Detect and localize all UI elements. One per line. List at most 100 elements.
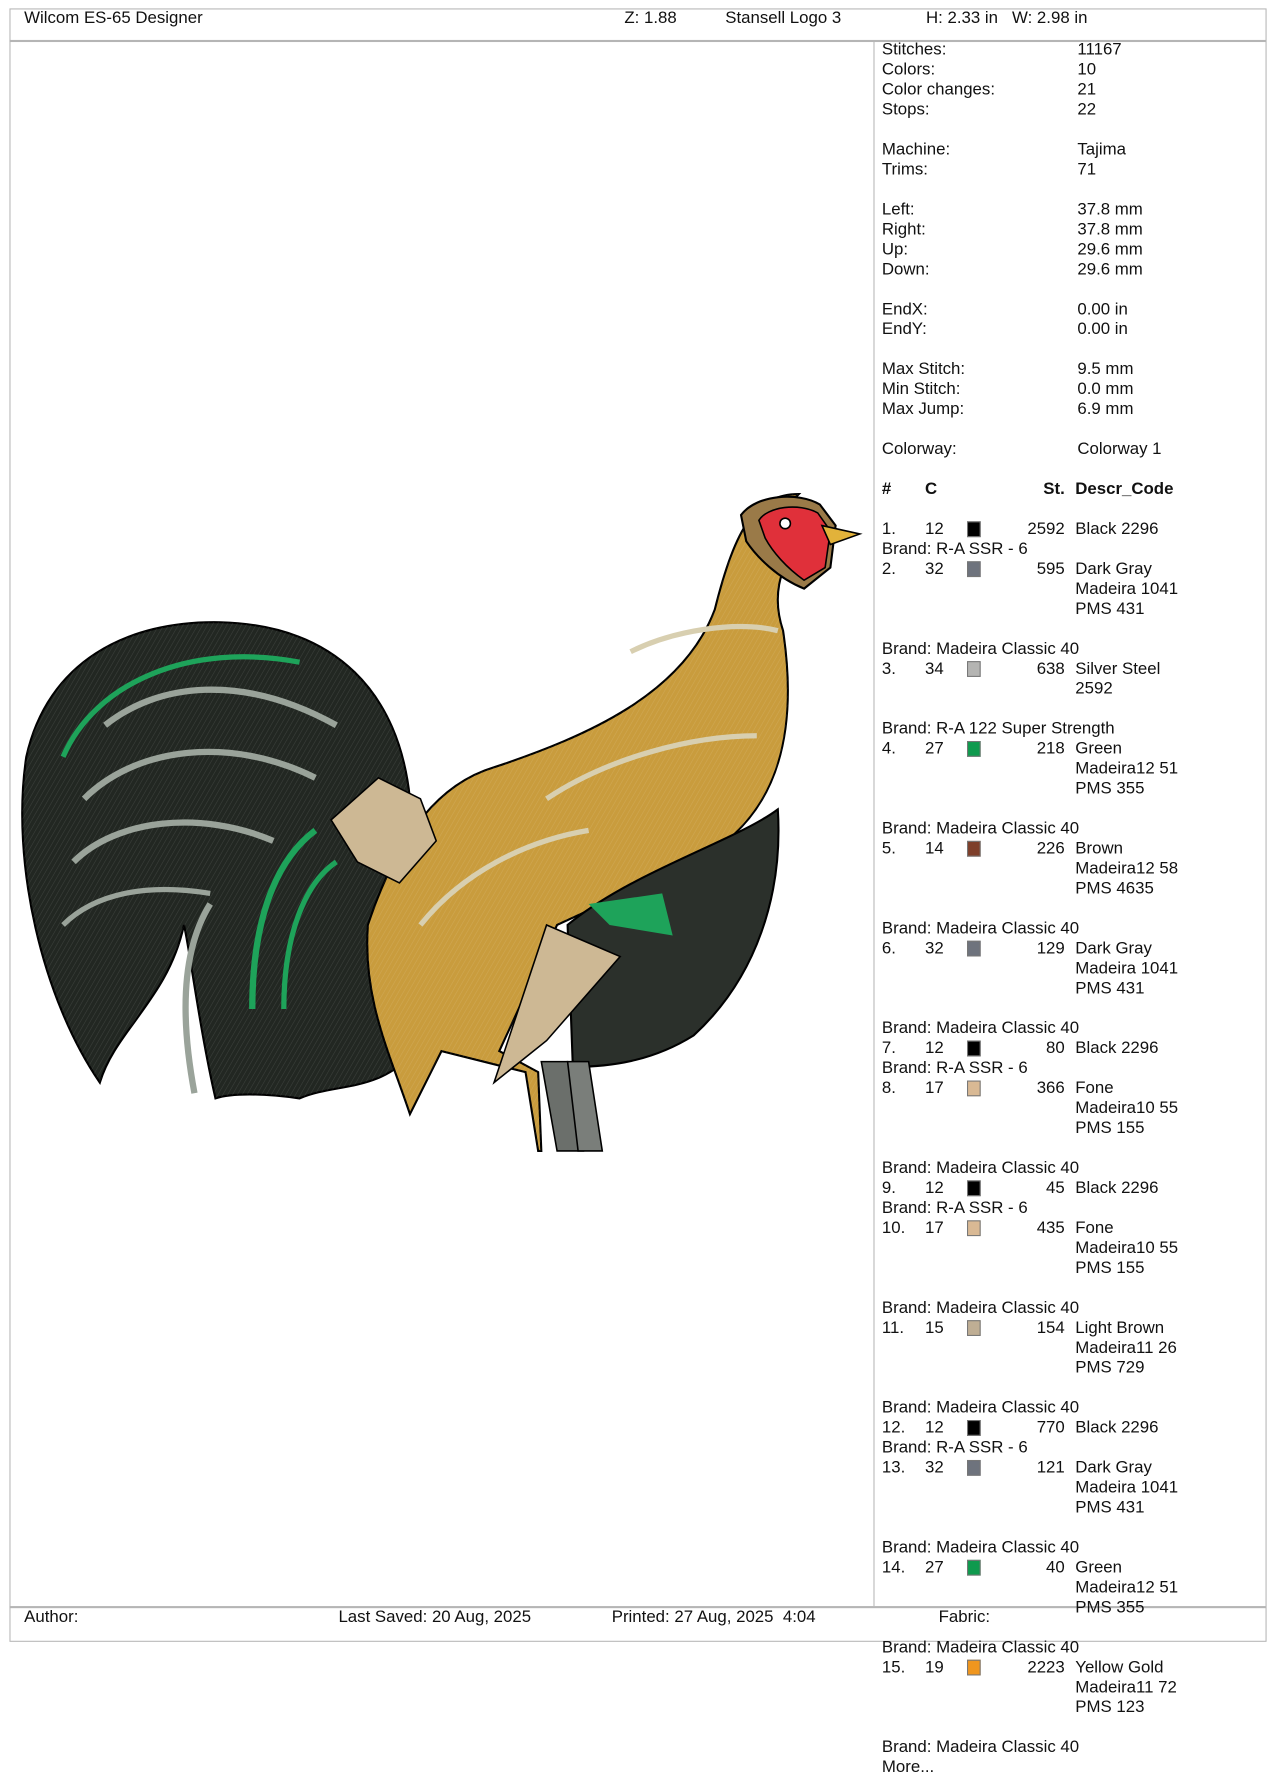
color-row: 5. 14 226 Brown xyxy=(882,839,1260,859)
blank-line xyxy=(882,619,1260,639)
color-description: PMS 355 xyxy=(1075,1598,1145,1617)
color-description: PMS 4635 xyxy=(1075,879,1154,898)
color-number: 3. xyxy=(881,660,896,678)
color-row: 15. 19 2223 Yellow Gold xyxy=(882,1658,1260,1678)
blank-line xyxy=(882,280,1260,300)
footer-author: Author: xyxy=(24,1608,79,1627)
blank-line xyxy=(882,1518,1260,1538)
stat-row: Max Jump: 6.9 mm xyxy=(882,399,1260,419)
color-swatch xyxy=(967,1459,981,1476)
color-description: Fone xyxy=(1075,1079,1114,1098)
color-swatch xyxy=(967,1040,981,1057)
color-swatch xyxy=(967,1220,981,1237)
color-row: 4. 27 218 Green xyxy=(882,739,1260,759)
color-row: 14. 27 40 Green xyxy=(882,1558,1260,1578)
color-number: 10. xyxy=(881,1219,906,1238)
color-number: 9. xyxy=(881,1179,896,1198)
color-code: 32 xyxy=(924,1458,944,1477)
brand-line: Brand: R-A 122 Super Strength xyxy=(881,720,1115,738)
color-row: 10. 17 435 Fone xyxy=(882,1218,1260,1238)
color-row-detail: Madeira12 51 xyxy=(882,759,1260,779)
rooster-body xyxy=(330,492,802,1153)
stat-label: Machine: xyxy=(881,140,951,159)
stitch-count: 121 xyxy=(1036,1458,1065,1477)
color-code: 27 xyxy=(924,1558,944,1577)
color-description: Green xyxy=(1075,739,1123,758)
stat-row: EndY: 0.00 in xyxy=(882,320,1260,340)
color-code: 17 xyxy=(924,1219,944,1238)
stat-value: Colorway 1 xyxy=(1077,440,1162,459)
blank-line xyxy=(882,419,1260,439)
stat-value: 11167 xyxy=(1077,40,1122,59)
color-description: PMS 355 xyxy=(1075,779,1145,798)
color-description: Madeira12 58 xyxy=(1075,859,1179,878)
panel-divider xyxy=(873,40,875,1607)
color-number: 14. xyxy=(881,1558,906,1577)
stat-row: Right: 37.8 mm xyxy=(882,220,1260,240)
brand-line: Brand: Madeira Classic 40 xyxy=(881,819,1080,838)
color-description: PMS 729 xyxy=(1075,1359,1145,1377)
brand-line: Brand: R-A SSR - 6 xyxy=(881,1438,1028,1457)
stat-value: 21 xyxy=(1077,80,1097,99)
color-description: Madeira 1041 xyxy=(1075,580,1179,599)
color-description: Yellow Gold xyxy=(1075,1658,1164,1677)
color-row-detail: PMS 431 xyxy=(882,599,1260,619)
color-code: 12 xyxy=(924,1179,944,1198)
rooster-head xyxy=(739,495,863,590)
stat-label: Down: xyxy=(881,260,930,279)
brand-line: Brand: Madeira Classic 40 xyxy=(881,640,1080,658)
blank-line xyxy=(882,1138,1260,1158)
stat-value: 6.9 mm xyxy=(1077,400,1134,419)
brand-line: Brand: Madeira Classic 40 xyxy=(881,1399,1080,1417)
color-row-detail: PMS 155 xyxy=(882,1258,1260,1278)
color-code: 12 xyxy=(924,1039,944,1058)
color-code: 14 xyxy=(924,839,944,858)
color-description: Silver Steel xyxy=(1075,660,1161,678)
color-description: Brown xyxy=(1075,839,1123,858)
color-swatch xyxy=(967,741,981,757)
color-number: 15. xyxy=(881,1658,906,1677)
color-swatch xyxy=(967,1080,981,1097)
color-description: Green xyxy=(1075,1558,1123,1577)
stitch-count: 45 xyxy=(1046,1179,1065,1198)
color-description: Madeira11 72 xyxy=(1075,1678,1177,1697)
design-name: Stansell Logo 3 xyxy=(725,9,842,28)
stat-label: Color changes: xyxy=(881,80,995,99)
color-description: PMS 431 xyxy=(1075,600,1145,619)
brand-line: Brand: Madeira Classic 40 xyxy=(881,1019,1080,1038)
color-code: 32 xyxy=(924,939,944,958)
rooster-tail xyxy=(21,621,417,1100)
color-number: 11. xyxy=(881,1319,905,1337)
color-row-detail: Madeira 1041 xyxy=(882,1478,1260,1498)
stitch-count: 435 xyxy=(1036,1219,1065,1238)
design-info-panel: Stitches: 11167 Colors: 10 Color changes: 21 S… xyxy=(882,40,1260,1777)
color-description: Dark Gray xyxy=(1075,939,1152,958)
stat-value: 22 xyxy=(1077,100,1097,119)
stitch-count: 366 xyxy=(1036,1079,1065,1098)
color-description: Black 2296 xyxy=(1075,1039,1159,1058)
stat-row: Max Stitch: 9.5 mm xyxy=(882,359,1260,379)
stat-row: Stops: 22 xyxy=(882,100,1260,120)
color-number: 4. xyxy=(881,739,896,758)
stat-row: Color changes: 21 xyxy=(882,80,1260,100)
brand-line: Brand: Madeira Classic 40 xyxy=(881,1738,1080,1757)
stat-value: 0.00 in xyxy=(1077,300,1128,319)
color-row-detail: PMS 4635 xyxy=(882,879,1260,899)
stat-value: 0.00 in xyxy=(1077,320,1128,339)
stitch-count: 80 xyxy=(1046,1039,1065,1058)
column-header-descr: Descr_Code xyxy=(1075,480,1174,499)
color-row-detail: PMS 123 xyxy=(882,1698,1260,1718)
stitch-count: 129 xyxy=(1036,939,1065,958)
color-swatch xyxy=(967,840,981,857)
color-row-detail: Madeira 1041 xyxy=(882,959,1260,979)
stat-row: EndX: 0.00 in xyxy=(882,300,1260,320)
color-description: PMS 431 xyxy=(1075,1498,1145,1517)
stat-label: Colors: xyxy=(881,60,936,79)
stat-value: 10 xyxy=(1077,60,1097,79)
color-swatch xyxy=(967,1420,981,1436)
color-swatch xyxy=(967,940,981,957)
color-description: Light Brown xyxy=(1075,1319,1165,1337)
color-number: 7. xyxy=(881,1039,896,1058)
color-row-detail: Madeira11 26 xyxy=(882,1338,1260,1358)
stitch-count: 595 xyxy=(1036,560,1065,579)
